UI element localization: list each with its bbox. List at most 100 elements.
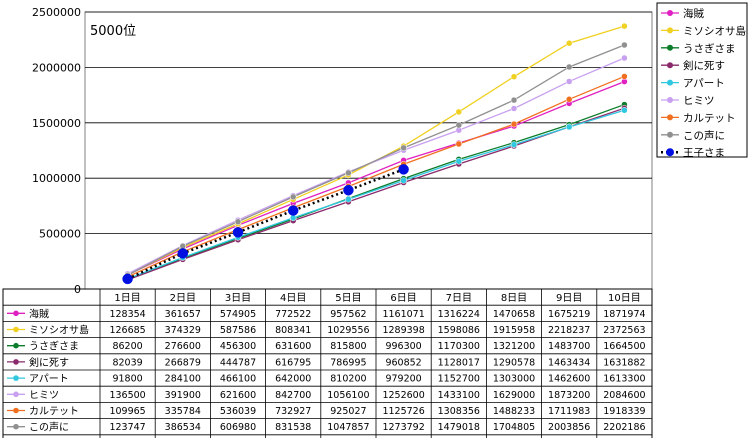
data-point (287, 205, 299, 216)
table-cell: 1664500 (603, 341, 645, 352)
data-point (565, 123, 573, 131)
table-cell: 536039 (220, 406, 256, 417)
data-point (343, 184, 354, 196)
data-point (565, 96, 573, 103)
table-cell: 361657 (165, 309, 201, 320)
series-points (122, 22, 628, 285)
table-cell: 925027 (330, 406, 366, 417)
table-cell: 1704805 (493, 422, 535, 433)
table-cell: 126685 (109, 325, 145, 336)
table-cell: 374329 (165, 325, 201, 336)
table-cell: 621600 (220, 390, 256, 401)
table-cell: 86200 (112, 341, 142, 352)
table-cell: 1170300 (438, 341, 480, 352)
data-point (232, 227, 244, 238)
table-row-label: うさぎさま (29, 340, 79, 353)
legend-swatch-marker (667, 27, 673, 34)
table-cell: 2218237 (548, 325, 590, 336)
x-tick-label: 2日目 (170, 293, 196, 304)
table-cell: 772522 (275, 309, 311, 320)
table-cell: 284100 (165, 374, 201, 385)
x-tick-label: 8日目 (501, 293, 527, 304)
table-row-label: 海賊 (29, 307, 49, 320)
series-line (127, 80, 625, 276)
legend-label: アパート (683, 78, 725, 90)
table-cell: 2372563 (603, 325, 645, 336)
data-point (510, 73, 518, 80)
legend-swatch-marker (667, 44, 673, 51)
table-cell: 1488233 (493, 406, 535, 417)
table-row-swatch-marker (13, 359, 19, 365)
table-cell: 276600 (165, 341, 201, 352)
data-point (565, 39, 573, 47)
legend-swatch-marker (666, 148, 674, 157)
table-row-label: 剣に死す (29, 357, 69, 369)
y-tick-label: 2000000 (32, 61, 81, 74)
table-row-label: この声に (29, 421, 69, 434)
y-tick-label: 2500000 (32, 6, 81, 19)
table-cell: 996300 (385, 341, 421, 352)
table-cell: 587586 (220, 325, 256, 336)
data-point (122, 273, 133, 285)
table-cell: 1273792 (382, 422, 424, 433)
data-point (565, 63, 573, 71)
x-tick-label: 1日目 (114, 293, 140, 304)
table-cell: 1470658 (493, 309, 535, 320)
y-tick-label: 500000 (39, 228, 81, 241)
x-tick-label: 6日目 (390, 293, 416, 304)
table-cell: 1463434 (548, 357, 590, 368)
table-row-swatch-marker (13, 407, 19, 414)
table-cell: 1873200 (548, 390, 590, 401)
data-point (510, 96, 518, 104)
table-cell: 1128017 (438, 357, 480, 368)
data-point (621, 73, 628, 80)
table-cell: 1613300 (603, 374, 645, 385)
table-cell: 128354 (109, 309, 145, 320)
table-cell: 1029556 (327, 325, 369, 336)
legend-swatch-marker (667, 131, 673, 138)
table-cell: 979200 (385, 374, 421, 385)
table-cell: 574905 (220, 309, 256, 320)
table-cell: 2003856 (548, 422, 590, 433)
plot-area (84, 11, 653, 290)
table-cell: 456300 (220, 341, 256, 352)
table-cell: 1152700 (438, 374, 480, 385)
data-point (510, 105, 518, 112)
series-line (127, 168, 405, 281)
table-cell: 1289398 (382, 325, 424, 336)
data-point (455, 140, 463, 148)
table-cell: 1711983 (548, 406, 590, 417)
table-cell: 1598086 (438, 325, 480, 336)
table-cell: 1303000 (493, 374, 535, 385)
series-lines (127, 25, 625, 281)
table-cell: 91800 (112, 374, 142, 385)
chart-annotation: 5000位 (90, 24, 136, 39)
table-row-swatch-marker (13, 423, 19, 430)
x-tick-label: 9日目 (556, 293, 582, 304)
table-row-label: ミソシオサ島 (29, 324, 89, 337)
legend-swatch-marker (667, 114, 673, 121)
legend-swatch-marker (667, 10, 673, 16)
y-tick-label: 1500000 (32, 117, 81, 130)
data-point (177, 248, 189, 259)
table-cell: 1629000 (493, 390, 535, 401)
series-line (127, 57, 625, 275)
legend-label: カルテット (683, 112, 736, 124)
legend-label: 王子さま (683, 147, 725, 159)
data-point (621, 22, 628, 30)
table-cell: 808341 (275, 325, 311, 336)
legend-label: 剣に死す (683, 60, 725, 72)
table-cell: 386534 (165, 422, 201, 433)
data-point (455, 121, 463, 129)
data-point (345, 169, 352, 177)
table-cell: 1321200 (493, 341, 535, 352)
data-point (289, 193, 297, 201)
legend-swatch-marker (667, 97, 673, 103)
table-row-label: アパート (29, 373, 69, 385)
data-point (621, 54, 628, 62)
legend-label: ミソシオサ島 (683, 24, 746, 37)
table-row-label: カルテット (29, 406, 79, 418)
legend-label: 海賊 (683, 7, 704, 20)
table-cell: 466100 (220, 374, 256, 385)
